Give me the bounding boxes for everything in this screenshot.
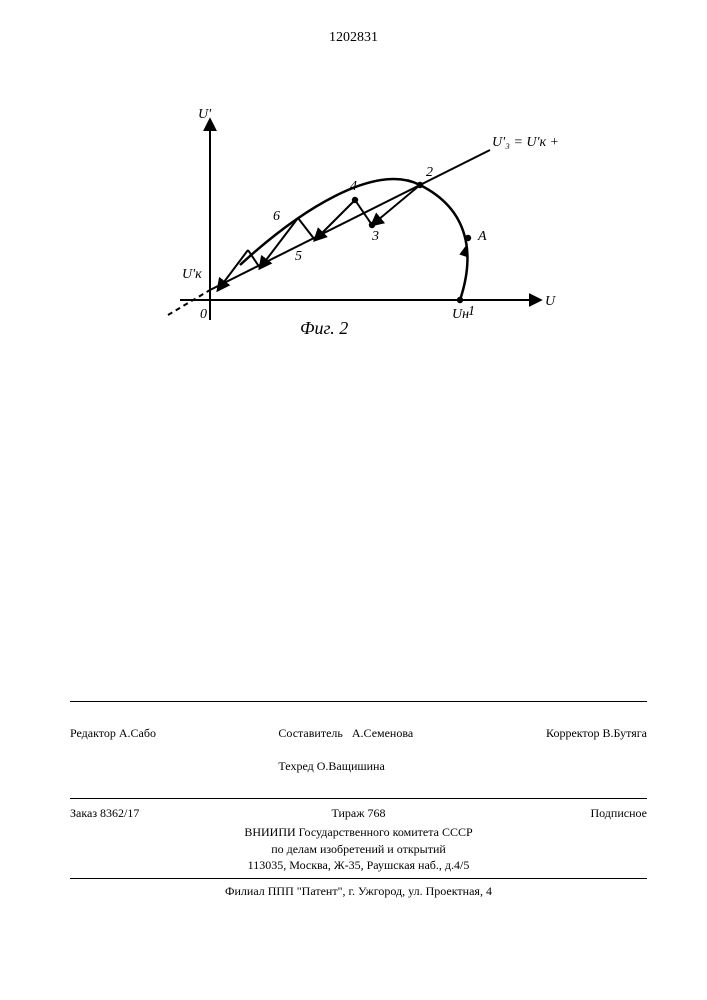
divider [70,878,647,879]
credits-row: Редактор А.Сабо Составитель А.Семенова Т… [70,706,647,794]
corrector: Корректор В.Бутяга [491,708,647,792]
svg-text:U'ᴋ: U'ᴋ [182,267,202,282]
svg-text:3: 3 [371,229,379,244]
compiler-tech: Составитель А.Семенова Техред О.Ващишина [260,708,491,792]
publisher-line-2: по делам изобретений и открытий [70,841,647,858]
publisher-line-1: ВНИИПИ Государственного комитета СССР [70,824,647,841]
svg-text:U: U [545,294,556,309]
svg-text:6: 6 [273,209,280,224]
page-number: 1202831 [329,30,378,46]
order-row: Заказ 8362/17 Тираж 768 Подписное [70,803,647,824]
svg-text:2: 2 [426,165,433,180]
figure-caption: Фиг. 2 [300,318,348,339]
branch-address: Филиал ППП "Патент", г. Ужгород, ул. Про… [70,883,647,900]
svg-text:U'₃ = U'ᴋ + κU: U'₃ = U'ᴋ + κU [492,135,560,150]
figure-2-diagram: UU'U'₃ = U'ᴋ + κU1UнA23456U'ᴋ0 [140,90,560,350]
svg-text:U': U' [198,107,212,122]
divider [70,701,647,702]
divider [70,798,647,799]
order-number: Заказ 8362/17 [70,805,260,822]
editor: Редактор А.Сабо [70,708,260,792]
publisher-address: 113035, Москва, Ж-35, Раушская наб., д.4… [70,857,647,874]
svg-text:0: 0 [200,307,207,322]
svg-text:5: 5 [295,249,302,264]
imprint-block: Редактор А.Сабо Составитель А.Семенова Т… [70,697,647,900]
subscription: Подписное [457,805,647,822]
print-run: Тираж 768 [260,805,456,822]
svg-text:Uн: Uн [452,307,469,322]
svg-text:4: 4 [350,179,357,194]
svg-text:A: A [477,229,487,244]
